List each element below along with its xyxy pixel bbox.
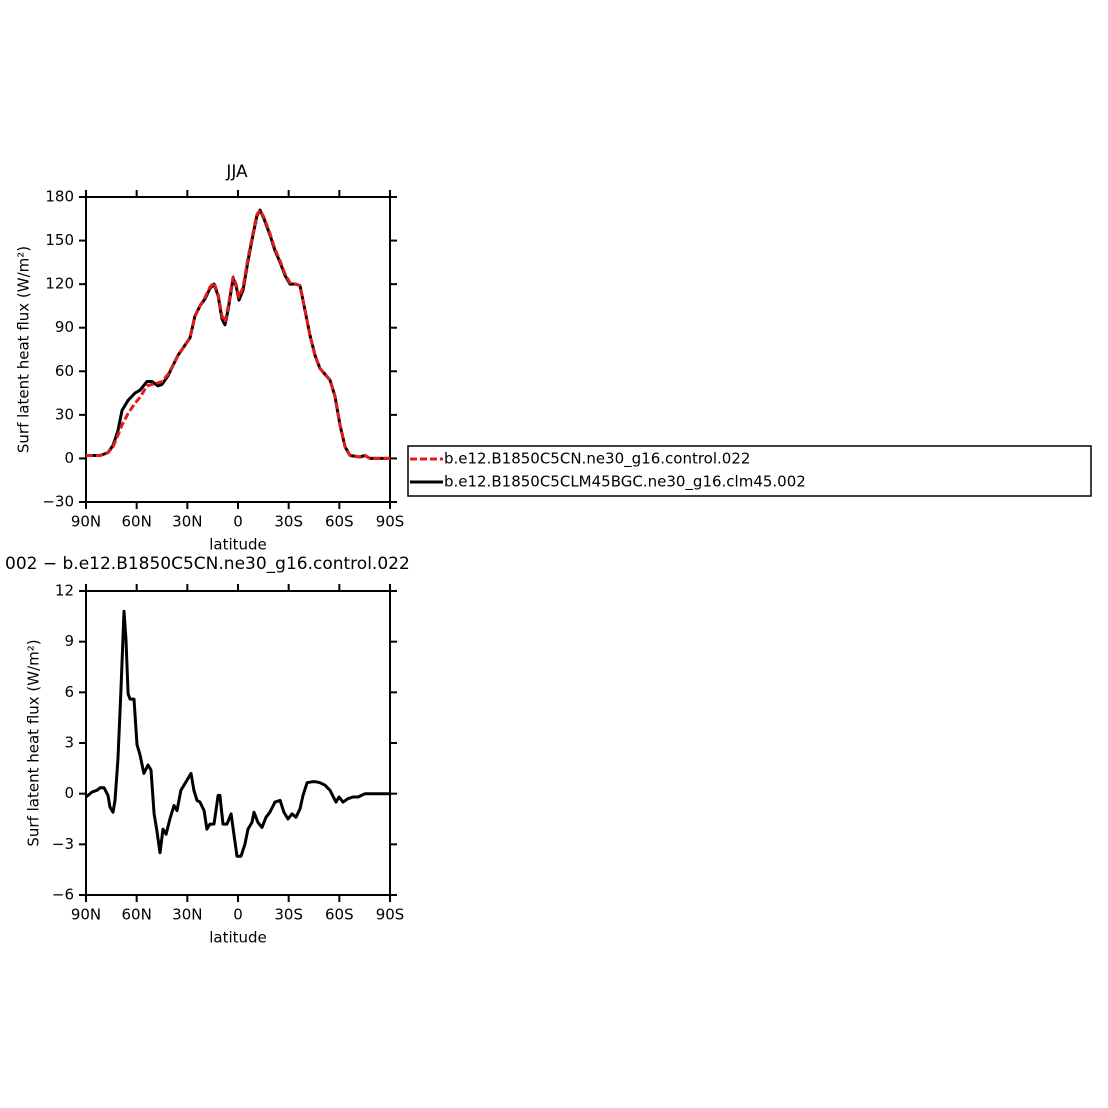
y-axis-label: Surf latent heat flux (W/m²): [15, 246, 33, 453]
y-tick-label: 3: [64, 734, 74, 752]
x-axis-label: latitude: [209, 929, 267, 947]
x-tick-label: 90N: [71, 906, 101, 924]
x-tick-label: 30N: [172, 513, 202, 531]
series-line: [86, 208, 390, 460]
legend-label: b.e12.B1850C5CN.ne30_g16.control.022: [444, 450, 750, 469]
legend-label: b.e12.B1850C5CLM45BGC.ne30_g16.clm45.002: [444, 473, 806, 492]
y-tick-label: 12: [55, 582, 74, 600]
x-tick-label: 30N: [172, 906, 202, 924]
x-tick-label: 90N: [71, 513, 101, 531]
y-tick-label: −3: [52, 835, 74, 853]
x-tick-label: 30S: [274, 906, 303, 924]
y-tick-label: 30: [55, 405, 74, 423]
y-tick-label: 90: [55, 318, 74, 336]
y-tick-label: 9: [64, 632, 74, 650]
x-tick-label: 90S: [376, 906, 405, 924]
y-tick-label: 0: [64, 449, 74, 467]
y-tick-label: 6: [64, 683, 74, 701]
legend-box: [407, 445, 1092, 497]
x-tick-label: 60S: [325, 513, 354, 531]
x-tick-label: 90S: [376, 513, 405, 531]
y-tick-label: 60: [55, 362, 74, 380]
x-tick-label: 60N: [122, 906, 152, 924]
y-tick-label: 120: [45, 275, 74, 293]
y-axis-label: Surf latent heat flux (W/m²): [25, 639, 43, 846]
y-tick-label: −30: [42, 493, 74, 511]
y-tick-label: 0: [64, 784, 74, 802]
x-tick-label: 60N: [122, 513, 152, 531]
chart-title: 002 − b.e12.B1850C5CN.ne30_g16.control.0…: [5, 554, 410, 574]
x-tick-label: 60S: [325, 906, 354, 924]
x-tick-label: 30S: [274, 513, 303, 531]
chart-title: JJA: [225, 162, 248, 182]
y-tick-label: 150: [45, 231, 74, 249]
x-tick-label: 0: [233, 906, 243, 924]
x-axis-label: latitude: [209, 536, 267, 554]
series-line: [85, 609, 390, 858]
y-tick-label: 180: [45, 188, 74, 206]
y-tick-label: −6: [52, 886, 74, 904]
x-tick-label: 0: [233, 513, 243, 531]
